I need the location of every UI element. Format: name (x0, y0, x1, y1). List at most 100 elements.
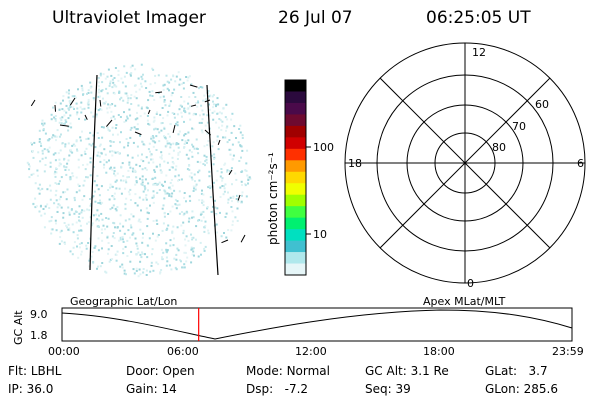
emission-dot (65, 224, 67, 227)
emission-dot (213, 153, 216, 156)
emission-dot (76, 107, 79, 110)
emission-dot (38, 140, 41, 143)
emission-dot (70, 100, 72, 103)
emission-dot (174, 175, 177, 178)
emission-dot (38, 192, 41, 195)
emission-dot (39, 205, 42, 208)
emission-dot (178, 108, 181, 111)
emission-dot (192, 250, 195, 253)
emission-dot (246, 149, 249, 152)
emission-dot (187, 76, 190, 79)
emission-dot (117, 73, 120, 76)
emission-dot (136, 128, 139, 131)
emission-dot (236, 219, 239, 222)
emission-dot (86, 163, 89, 166)
colorbar-label-10: 10 (313, 228, 327, 241)
emission-dot (79, 106, 82, 109)
emission-dot (132, 141, 135, 144)
vector-tick (69, 97, 76, 106)
emission-dot (73, 199, 76, 202)
emission-dot (58, 121, 61, 124)
emission-dot (141, 236, 144, 239)
emission-dot (216, 231, 218, 234)
emission-dot (96, 77, 99, 80)
emission-dot (131, 156, 134, 159)
emission-dot (117, 114, 120, 116)
emission-dot (55, 139, 57, 142)
emission-dot (111, 150, 114, 153)
emission-dot (152, 136, 155, 139)
emission-dot (97, 188, 100, 191)
emission-dot (53, 202, 56, 205)
emission-dot (161, 256, 163, 259)
emission-dot (171, 231, 174, 234)
emission-dot (225, 212, 228, 215)
emission-dot (168, 168, 171, 171)
emission-dots (26, 63, 252, 278)
vector-tick (134, 131, 142, 136)
emission-dot (100, 126, 103, 128)
emission-dot (99, 199, 101, 202)
emission-dot (149, 150, 151, 153)
emission-dot (146, 211, 149, 214)
emission-dot (129, 260, 132, 263)
emission-dot (116, 226, 119, 229)
emission-dot (111, 78, 114, 81)
emission-dot (198, 199, 201, 202)
emission-dot (109, 82, 112, 85)
info-glon: GLon: 285.6 (485, 382, 558, 396)
emission-dot (83, 179, 86, 182)
emission-dot (28, 176, 31, 179)
emission-dot (86, 208, 89, 211)
emission-dot (73, 95, 76, 98)
emission-dot (186, 142, 188, 144)
emission-dot (43, 148, 46, 151)
emission-dot (156, 128, 159, 131)
emission-dot (117, 79, 120, 82)
polar-diagonal-2 (379, 77, 551, 249)
emission-dot (183, 196, 186, 199)
emission-dot (146, 244, 149, 247)
emission-dot (176, 247, 179, 250)
emission-dot (66, 226, 68, 229)
emission-dot (210, 210, 213, 213)
mlt-label-6: 6 (577, 157, 584, 170)
vector-tick (172, 124, 176, 134)
emission-dot (190, 246, 193, 249)
emission-dot (163, 127, 166, 130)
emission-dot (152, 194, 155, 197)
emission-dot (227, 191, 229, 194)
emission-dot (130, 94, 133, 96)
emission-dot (141, 153, 143, 156)
emission-dot (129, 188, 132, 191)
emission-dot (159, 163, 161, 166)
emission-dot (113, 170, 116, 173)
emission-dot (137, 220, 140, 223)
emission-dot (162, 251, 165, 254)
emission-dot (152, 220, 155, 222)
emission-dot (168, 89, 170, 92)
emission-dot (56, 206, 59, 209)
emission-dot (212, 210, 215, 213)
emission-dot (125, 119, 128, 122)
xtick-0600: 06:00 (167, 345, 199, 358)
emission-dot (86, 222, 88, 225)
emission-dot (92, 142, 95, 145)
emission-dot (232, 154, 235, 157)
emission-dot (192, 190, 195, 192)
emission-dot (70, 208, 73, 211)
emission-dot (144, 167, 147, 170)
emission-dot (204, 160, 207, 163)
info-glon-key: GLon: (485, 382, 520, 396)
emission-dot (185, 235, 188, 238)
emission-dot (133, 95, 136, 98)
emission-dot (120, 165, 123, 168)
emission-dot (41, 157, 44, 160)
emission-dot (175, 143, 178, 146)
colorbar-band (285, 160, 306, 173)
emission-dot (241, 149, 244, 152)
emission-dot (148, 123, 151, 126)
colorbar-band (285, 183, 306, 196)
emission-dot (121, 81, 124, 84)
